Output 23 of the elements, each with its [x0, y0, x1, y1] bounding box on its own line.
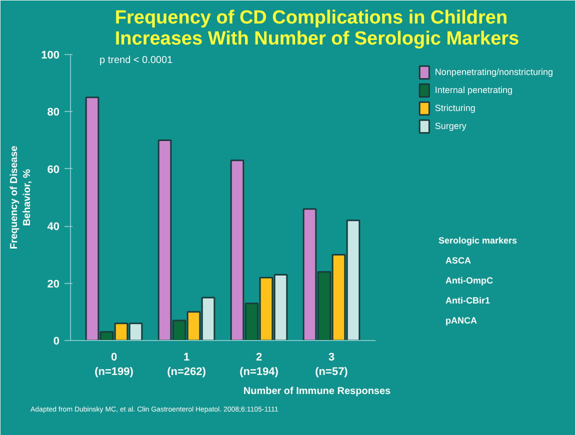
text: Anti-CBir1 — [446, 296, 490, 306]
x-axis-title: Number of Immune Responses — [243, 386, 392, 397]
y-tick-label: 40 — [47, 221, 60, 234]
y-tick-label: 80 — [47, 106, 60, 119]
x-tick-label: 1 (n=262) — [167, 352, 206, 378]
y-tick-label: 0 — [53, 336, 60, 348]
y-tick-label: 100 — [41, 50, 60, 62]
y-tick-label: 60 — [47, 164, 60, 176]
text: pANCA — [446, 316, 478, 326]
legend-label: Stricturing — [434, 103, 476, 113]
legend-label: Nonpenetrating/nonstricturing — [434, 67, 553, 77]
legend-label: Internal penetrating — [434, 85, 512, 95]
y-tick-label: 20 — [47, 278, 60, 290]
text: Anti-OmpC — [446, 276, 494, 286]
x-tick-label: 3 (n=57) — [315, 352, 348, 378]
chart-title: Frequency of CD Complications in Children Increases With Number of Serologic Markers — [114, 8, 520, 50]
x-tick-label: 2 (n=194) — [240, 352, 279, 378]
legend-label: Surgery — [434, 121, 466, 131]
annotation: p trend < 0.0001 — [100, 54, 174, 66]
y-axis-title: Frequency of Disease Behavior, % — [8, 145, 34, 250]
text: Serologic markers — [438, 236, 518, 246]
text: ASCA — [446, 256, 472, 266]
x-tick-label: 0 (n=199) — [94, 352, 134, 378]
